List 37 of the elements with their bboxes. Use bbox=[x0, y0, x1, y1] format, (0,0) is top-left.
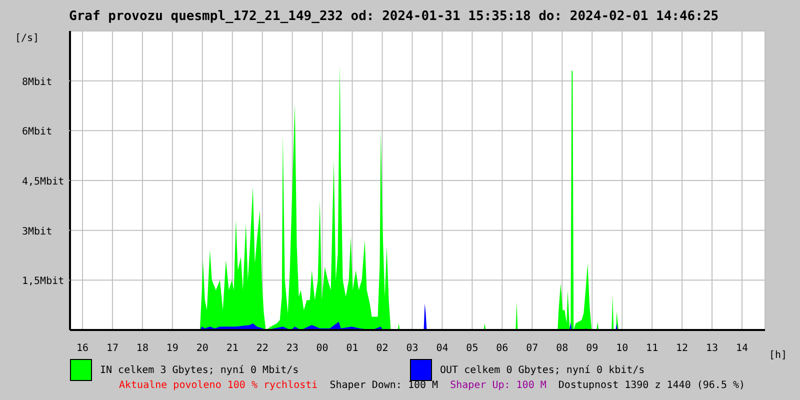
x-tick-label: 01 bbox=[346, 343, 358, 354]
y-tick-label: 1,5Mbit bbox=[22, 276, 64, 288]
x-tick-label: 04 bbox=[436, 343, 448, 354]
x-tick-label: 09 bbox=[586, 343, 598, 354]
text: Shaper Up: 100 M bbox=[450, 379, 546, 393]
text: Aktualne povoleno 100 % rychlosti bbox=[119, 379, 318, 393]
x-tick-label: 20 bbox=[196, 343, 208, 354]
x-tick-label: 03 bbox=[406, 343, 418, 354]
x-axis-title: [h] bbox=[769, 350, 788, 361]
chart-title: Graf provozu quesmpl_172_21_149_232 od: 2024-01-31 15:35:18 do: 2024-02-01 14:46:25 bbox=[69, 9, 719, 24]
x-tick-label: 06 bbox=[496, 343, 508, 354]
y-axis-title: [/s] bbox=[15, 33, 40, 44]
x-tick-label: 21 bbox=[226, 343, 238, 354]
y-tick-label: 3Mbit bbox=[22, 226, 52, 238]
x-tick-label: 22 bbox=[256, 343, 268, 354]
x-tick-label: 02 bbox=[376, 343, 388, 354]
legend-label: OUT celkem 0 Gbytes; nyní 0 kbit/s bbox=[440, 364, 645, 376]
x-tick-label: 13 bbox=[706, 343, 718, 354]
y-tick-label: 8Mbit bbox=[22, 76, 52, 88]
x-tick-label: 18 bbox=[136, 343, 148, 354]
x-tick-label: 14 bbox=[736, 343, 748, 354]
y-tick-label: 6Mbit bbox=[22, 126, 52, 138]
x-tick-label: 07 bbox=[526, 343, 538, 354]
x-tick-label: 05 bbox=[466, 343, 478, 354]
x-tick-label: 11 bbox=[646, 343, 658, 354]
x-tick-label: 08 bbox=[556, 343, 568, 354]
x-tick-label: 23 bbox=[286, 343, 298, 354]
x-tick-label: 17 bbox=[106, 343, 118, 354]
text: Dostupnost 1390 z 1440 (96.5 %) bbox=[558, 379, 746, 393]
x-tick-label: 10 bbox=[616, 343, 628, 354]
legend-label: IN celkem 3 Gbytes; nyní 0 Mbit/s bbox=[100, 364, 299, 376]
x-tick-label: 16 bbox=[76, 343, 89, 354]
x-tick-label: 00 bbox=[316, 343, 328, 354]
text: Shaper Down: 100 M bbox=[330, 379, 438, 393]
y-tick-label: 4,5Mbit bbox=[22, 176, 64, 188]
x-tick-label: 19 bbox=[166, 343, 178, 354]
x-tick-label: 12 bbox=[676, 343, 688, 354]
